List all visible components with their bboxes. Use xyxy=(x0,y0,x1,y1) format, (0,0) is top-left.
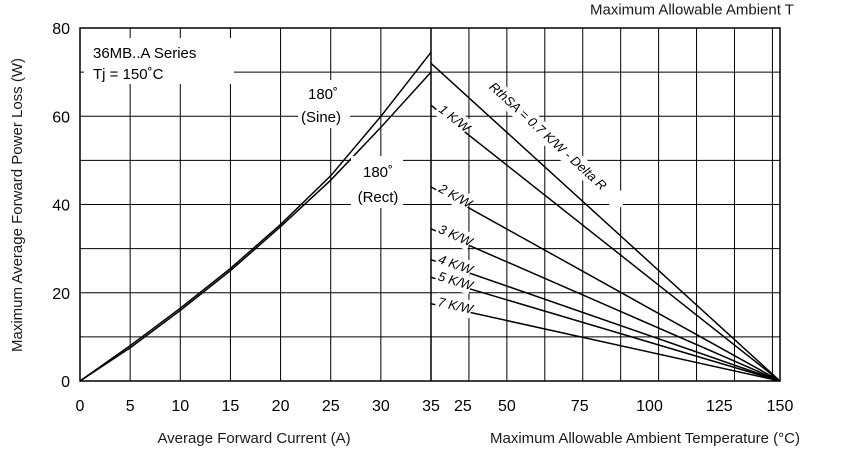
resistance-labels: RthSA = 0.7 K/W - Delta R1 K/W2 K/W3 K/W… xyxy=(433,76,629,319)
plot-border xyxy=(79,27,781,382)
rth-label-bg xyxy=(434,292,474,319)
rth-line xyxy=(430,258,781,382)
y-tick-label: 80 xyxy=(52,21,70,38)
rth-label-group: 3 K/W xyxy=(433,219,476,251)
x-tick-label-left: 35 xyxy=(422,398,440,415)
rth-label: RthSA = 0.7 K/W - Delta R xyxy=(486,79,609,193)
x-tick-label-left: 25 xyxy=(322,398,340,415)
x-tick-label-right: 75 xyxy=(571,398,589,415)
series-info-box xyxy=(84,38,234,84)
y-tick-label: 0 xyxy=(61,374,70,391)
top-caption: Maximum Allowable Ambient T xyxy=(590,1,794,18)
y-tick-label: 60 xyxy=(52,109,70,126)
rth-label-bg xyxy=(433,219,474,251)
x-tick-label-left: 15 xyxy=(222,398,240,415)
rth-line xyxy=(430,62,781,382)
sine-label-box xyxy=(298,80,350,128)
rth-label-bg xyxy=(433,249,474,279)
rth-label-group: RthSA = 0.7 K/W - Delta R xyxy=(483,76,629,212)
rth-line xyxy=(430,276,781,382)
rth-label-group: 7 K/W xyxy=(434,292,476,319)
rth-line xyxy=(430,228,781,382)
curve-rect xyxy=(79,71,432,382)
rth-label-bg xyxy=(433,99,473,136)
x-tick-label-left: 0 xyxy=(76,398,85,415)
rth-label: 2 K/W xyxy=(435,180,476,212)
x-tick-label-right: 100 xyxy=(636,398,663,415)
x-tick-label-left: 30 xyxy=(372,398,390,415)
x-tick-label-left: 5 xyxy=(126,398,135,415)
y-axis-label: Maximum Average Forward Power Loss (W) xyxy=(9,58,26,352)
sine-label-line1: 180˚ xyxy=(308,86,338,103)
x-tick-label-right: 25 xyxy=(454,398,472,415)
x-tick-label-left: 20 xyxy=(272,398,290,415)
series-info-line2: Tj = 150˚C xyxy=(93,66,164,83)
rth-line xyxy=(430,186,781,382)
rth-label-bg xyxy=(483,76,629,212)
plot-frame xyxy=(79,27,781,382)
rect-label-line1: 180˚ xyxy=(363,164,393,181)
y-tick-label: 20 xyxy=(52,286,70,303)
rect-label-line2: (Rect) xyxy=(358,189,399,206)
x-tick-label-left: 10 xyxy=(171,398,189,415)
series-info-line1: 36MB..A Series xyxy=(93,45,196,62)
x-tick-label-right: 125 xyxy=(706,398,733,415)
x-tick-label-right: 50 xyxy=(498,398,516,415)
rect-label-box xyxy=(351,156,403,208)
curve-sine xyxy=(79,51,432,382)
rth-line xyxy=(430,303,781,382)
rth-line xyxy=(430,104,781,382)
rth-label-bg xyxy=(433,267,474,295)
x-tick-labels: 0 5 10 15 20 25 30 35 25 50 75 100 125 150 xyxy=(76,398,794,415)
sine-label-line2: (Sine) xyxy=(301,109,341,126)
y-tick-label: 40 xyxy=(52,198,70,215)
x-tick-label-right: 150 xyxy=(767,398,794,415)
rth-label-bg xyxy=(433,178,474,213)
x-axis-label-left: Average Forward Current (A) xyxy=(157,430,350,447)
y-tick-labels: 0 20 40 60 80 xyxy=(52,21,70,391)
x-axis-label-right: Maximum Allowable Ambient Temperature (°… xyxy=(490,430,800,447)
curves xyxy=(79,51,781,382)
